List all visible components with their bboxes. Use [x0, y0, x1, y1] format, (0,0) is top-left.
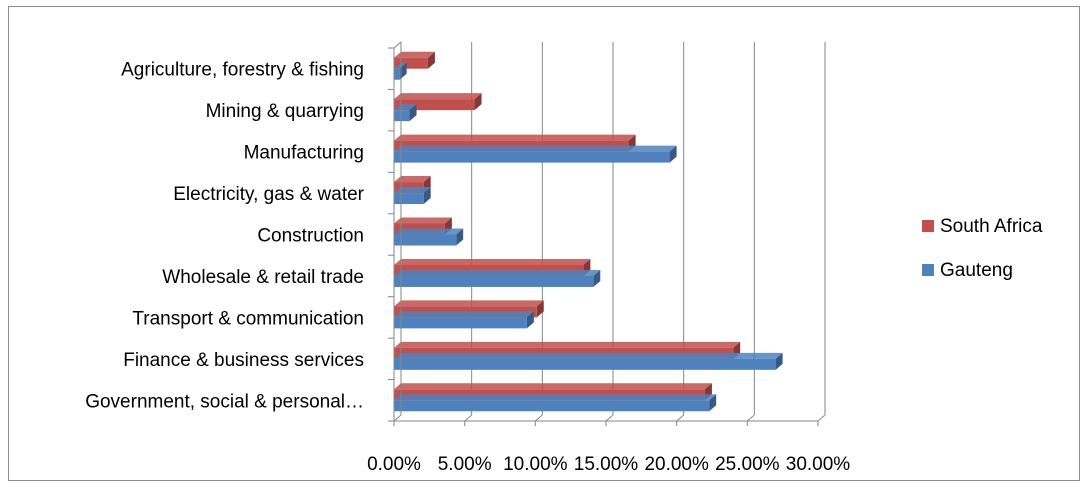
bar-top [394, 134, 636, 141]
category-label: Finance & business services [123, 350, 364, 371]
category-labels: Agriculture, forestry & fishing Mining & … [85, 60, 364, 413]
bar [394, 358, 776, 370]
bar-side [536, 300, 544, 318]
bar-side [456, 228, 464, 246]
bar-side [526, 311, 534, 329]
floor-gridline [676, 414, 684, 422]
bar-top [394, 352, 783, 359]
category-label: Wholesale & retail trade [162, 267, 364, 288]
bar-top [394, 341, 741, 348]
category-label: Mining & quarrying [206, 101, 364, 122]
category-label: Government, social & personal… [85, 391, 364, 412]
y-axis-top-edge [393, 41, 402, 49]
legend-label: South Africa [940, 216, 1043, 237]
legend-swatch [922, 264, 934, 276]
category-label: Agriculture, forestry & fishing [121, 60, 364, 81]
bars [394, 51, 783, 412]
bar-top [394, 62, 407, 69]
bar-top [394, 394, 717, 401]
bar-top [394, 51, 435, 58]
category-label: Construction [257, 226, 364, 247]
bar-side [593, 269, 601, 287]
bar [394, 110, 410, 122]
bar [394, 151, 670, 163]
bar-side [409, 104, 417, 122]
x-tick-label: 15.00% [574, 454, 639, 475]
bar-top [394, 228, 464, 235]
bar [394, 57, 428, 69]
bar-side [423, 187, 431, 205]
bar [394, 400, 710, 412]
bar-top [394, 269, 601, 276]
x-tick-labels: 0.00% 5.00% 10.00% 15.00% 20.00% 25.00% 30.00% [367, 454, 850, 475]
category-label: Electricity, gas & water [173, 184, 364, 205]
bar-top [394, 145, 677, 152]
axes [388, 41, 819, 426]
x-tick-label: 20.00% [644, 454, 709, 475]
bar-top [394, 383, 712, 390]
bar-top [394, 258, 591, 265]
bar [394, 99, 475, 111]
bar [394, 275, 594, 287]
x-tick-label: 10.00% [503, 454, 568, 475]
bar-top [394, 187, 431, 194]
bar [394, 234, 457, 246]
floor-gridline [605, 414, 614, 422]
floor-gridline [747, 414, 755, 422]
category-label: Transport & communication [132, 308, 364, 329]
bar-top [394, 217, 452, 224]
legend: South Africa Gauteng [922, 216, 1043, 281]
floor-gridline [464, 414, 472, 422]
bar-top [394, 104, 417, 111]
legend-swatch [922, 220, 934, 232]
bar-top [394, 311, 534, 318]
x-tick-label: 30.00% [786, 454, 851, 475]
bar-top [394, 300, 544, 307]
legend-label: Gauteng [940, 260, 1013, 281]
floor-gridline [535, 414, 543, 422]
bar-side [474, 93, 482, 111]
floor-gridline [393, 414, 402, 422]
x-tick-label: 25.00% [715, 454, 780, 475]
x-tick-label: 5.00% [438, 454, 492, 475]
bar-side [709, 394, 717, 412]
bar-top [394, 93, 482, 100]
bar [394, 68, 400, 80]
floor-gridline [817, 414, 826, 422]
bar-side [427, 51, 435, 69]
bar [394, 193, 424, 205]
x-tick-label: 0.00% [367, 454, 421, 475]
bar-side [669, 145, 677, 163]
bar-top [394, 176, 431, 183]
bar-side [775, 352, 783, 370]
bar [394, 317, 527, 329]
category-label: Manufacturing [244, 143, 364, 164]
